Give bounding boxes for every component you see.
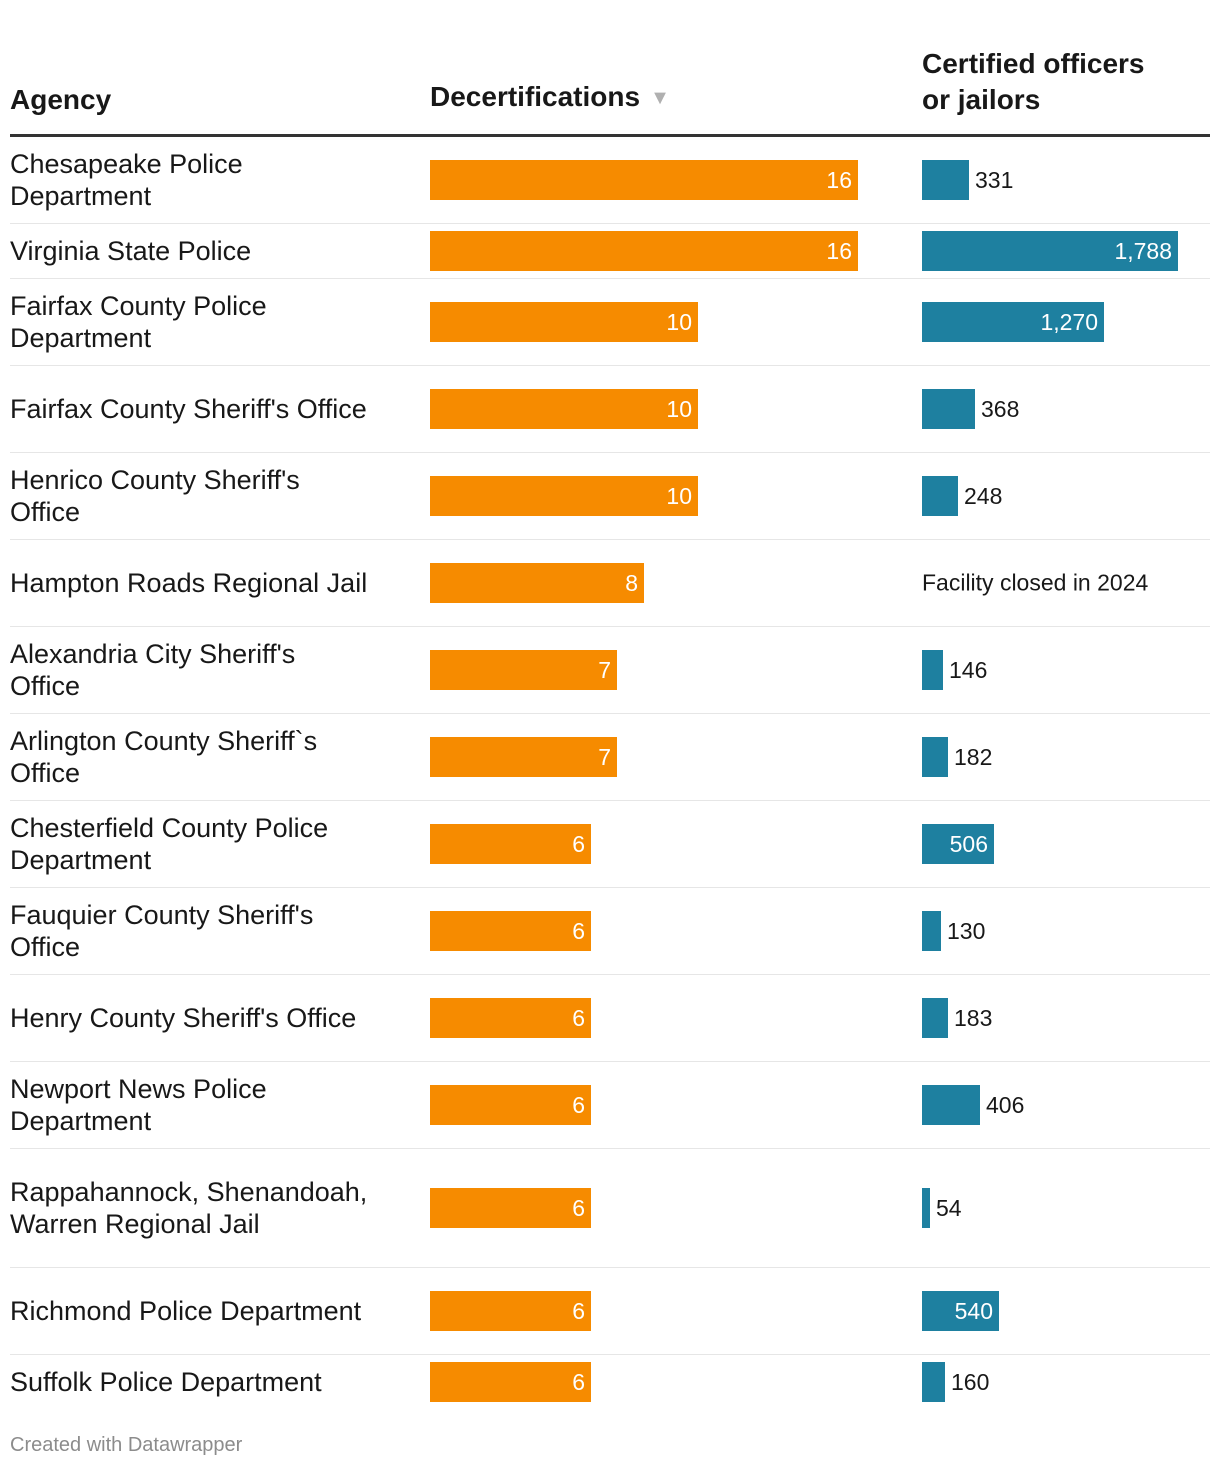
certified-bar: 1,270: [922, 302, 1104, 342]
certified-bar: 183: [922, 998, 992, 1038]
table-row: Richmond Police Department 6 540: [10, 1268, 1210, 1355]
decertifications-bar: 16: [430, 160, 858, 200]
decertifications-value: 16: [826, 238, 852, 264]
footer-credit[interactable]: Created with Datawrapper: [10, 1434, 243, 1456]
sort-descending-icon: ▼: [650, 87, 670, 109]
certified-bar: 406: [922, 1085, 1024, 1125]
certified-value: 331: [975, 167, 1014, 193]
decertifications-value: 6: [572, 918, 585, 944]
certified-value: 368: [981, 396, 1020, 422]
certified-value: 506: [949, 831, 988, 857]
table-row: Henrico County Sheriff's Office 10 248: [10, 453, 1210, 540]
decertifications-bar: 10: [430, 476, 698, 516]
decertifications-value: 6: [572, 1092, 585, 1118]
certified-bar: 182: [922, 737, 992, 777]
table-row: Arlington County Sheriff`s Office 7 182: [10, 714, 1210, 801]
decertifications-value: 6: [572, 1005, 585, 1031]
table-row: Virginia State Police 16 1,788: [10, 224, 1210, 279]
certified-value: 1,270: [1040, 309, 1098, 335]
decertifications-bar: 6: [430, 1085, 591, 1125]
certified-bar: 160: [922, 1362, 989, 1402]
certified-value: 146: [949, 657, 988, 683]
table-row: Chesterfield County Police Department 6 50…: [10, 801, 1210, 888]
decertifications-bar: 10: [430, 389, 698, 429]
agency-name: Virginia State Police: [10, 236, 252, 266]
certified-bar: 1,788: [922, 231, 1178, 271]
certified-value: 183: [954, 1005, 993, 1031]
decertifications-value: 6: [572, 1195, 585, 1221]
column-header-decertifications[interactable]: Decertifications ▼: [430, 79, 670, 118]
certified-bar: 146: [922, 650, 987, 690]
decertifications-value: 7: [598, 657, 611, 683]
decertifications-value: 10: [666, 483, 692, 509]
table-row: Rappahannock, Shenandoah, Warren Regiona…: [10, 1149, 1210, 1268]
decertifications-value: 10: [666, 396, 692, 422]
decertifications-bar: 7: [430, 650, 617, 690]
decertifications-bar: 16: [430, 231, 858, 271]
certified-value: 160: [951, 1369, 990, 1395]
agency-name: Chesapeake Police Department: [10, 149, 243, 211]
certified-value: 540: [954, 1298, 993, 1324]
column-header-agency[interactable]: Agency: [10, 84, 112, 115]
decertifications-value: 6: [572, 1298, 585, 1324]
agency-name: Fauquier County Sheriff's Office: [10, 900, 314, 962]
decertifications-bar: 7: [430, 737, 617, 777]
table-row: Newport News Police Department 6 406: [10, 1062, 1210, 1149]
table-header: Agency Decertifications ▼ Certified offic…: [10, 40, 1210, 137]
column-header-certified-line2: or jailors: [922, 84, 1041, 115]
table-row: Fairfax County Sheriff's Office 10 368: [10, 366, 1210, 453]
table-row: Fauquier County Sheriff's Office 6 130: [10, 888, 1210, 975]
certified-bar: 331: [922, 160, 1013, 200]
agency-name: Newport News Police Department: [10, 1074, 267, 1136]
decertifications-value: 16: [826, 167, 852, 193]
decertifications-bar: 6: [430, 1291, 591, 1331]
decertifications-bar: 10: [430, 302, 698, 342]
agency-name: Henrico County Sheriff's Office: [10, 465, 300, 527]
table-row: Hampton Roads Regional Jail 8 Facility clo…: [10, 540, 1210, 627]
certified-value: 54: [936, 1195, 962, 1221]
certified-value: 406: [986, 1092, 1025, 1118]
decertifications-value: 7: [598, 744, 611, 770]
decertifications-value: 8: [625, 570, 638, 596]
agency-name: Rappahannock, Shenandoah, Warren Regiona…: [10, 1177, 368, 1239]
decertifications-bar: 6: [430, 824, 591, 864]
decertifications-bar: 6: [430, 911, 591, 951]
decertifications-value: 10: [666, 309, 692, 335]
agency-name: Alexandria City Sheriff's Office: [10, 639, 296, 701]
agency-name: Henry County Sheriff's Office: [10, 1003, 357, 1033]
certified-value: 182: [954, 744, 993, 770]
agency-name: Fairfax County Police Department: [10, 291, 267, 353]
agency-name: Richmond Police Department: [10, 1296, 362, 1326]
agency-name: Suffolk Police Department: [10, 1367, 322, 1397]
certified-bar: 54: [922, 1188, 962, 1228]
certified-bar: 368: [922, 389, 1019, 429]
certified-bar: 506: [922, 824, 994, 864]
column-header-certified-line1: Certified officers: [922, 48, 1145, 79]
table-row: Suffolk Police Department 6 160: [10, 1355, 1210, 1409]
certified-bar: 130: [922, 911, 985, 951]
certified-value: 248: [964, 483, 1003, 509]
certified-bar: 540: [922, 1291, 999, 1331]
agency-name: Hampton Roads Regional Jail: [10, 568, 368, 598]
table-row: Chesapeake Police Department 16 331: [10, 137, 1210, 224]
decertifications-bar: 6: [430, 1188, 591, 1228]
decertifications-value: 6: [572, 831, 585, 857]
decertifications-bar: 8: [430, 563, 644, 603]
decertifications-value: 6: [572, 1369, 585, 1395]
agency-name: Arlington County Sheriff`s Office: [10, 726, 318, 788]
table-row: Henry County Sheriff's Office 6 183: [10, 975, 1210, 1062]
table-row: Alexandria City Sheriff's Office 7 146: [10, 627, 1210, 714]
decertifications-bar: 6: [430, 1362, 591, 1402]
certified-note: Facility closed in 2024: [922, 569, 1149, 596]
table-row: Fairfax County Police Department 10 1,270: [10, 279, 1210, 366]
agency-name: Fairfax County Sheriff's Office: [10, 394, 367, 424]
column-header-decertifications-label: Decertifications: [430, 81, 641, 112]
certified-value: 130: [947, 918, 986, 944]
column-header-certified[interactable]: Certified officers or jailors: [922, 46, 1202, 118]
decertifications-bar: 6: [430, 998, 591, 1038]
certified-value: 1,788: [1114, 238, 1172, 264]
certified-bar: 248: [922, 476, 1002, 516]
agency-name: Chesterfield County Police Department: [10, 813, 329, 875]
table-body: Chesapeake Police Department 16 331 Virgini…: [10, 137, 1210, 1409]
